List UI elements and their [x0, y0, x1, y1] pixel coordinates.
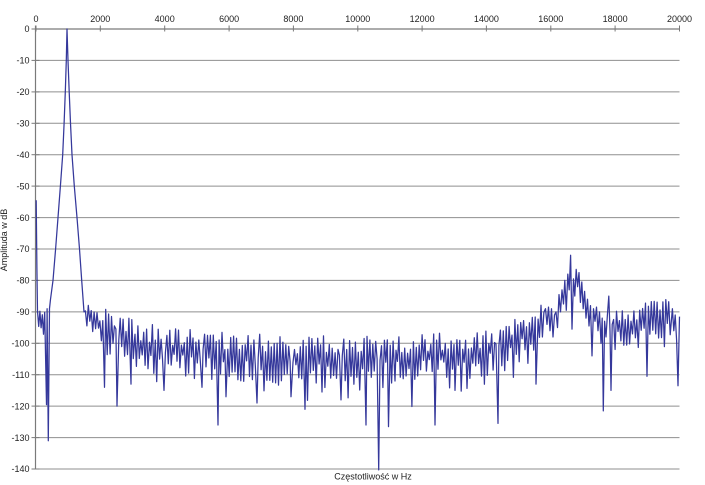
svg-text:-40: -40 [16, 150, 29, 160]
svg-text:18000: 18000 [603, 14, 628, 24]
svg-text:-80: -80 [16, 276, 29, 286]
svg-text:-120: -120 [11, 401, 29, 411]
svg-text:4000: 4000 [155, 14, 175, 24]
svg-text:-20: -20 [16, 87, 29, 97]
svg-text:-140: -140 [11, 464, 29, 474]
svg-text:0: 0 [33, 14, 38, 24]
svg-text:16000: 16000 [538, 14, 563, 24]
svg-text:-60: -60 [16, 213, 29, 223]
svg-text:8000: 8000 [283, 14, 303, 24]
svg-text:0: 0 [24, 24, 29, 34]
svg-text:-30: -30 [16, 119, 29, 129]
svg-text:-70: -70 [16, 244, 29, 254]
svg-text:12000: 12000 [410, 14, 435, 24]
svg-text:2000: 2000 [90, 14, 110, 24]
svg-text:-100: -100 [11, 339, 29, 349]
svg-text:6000: 6000 [219, 14, 239, 24]
svg-text:-110: -110 [12, 370, 29, 380]
svg-text:20000: 20000 [667, 14, 692, 24]
svg-text:-50: -50 [16, 181, 29, 191]
svg-text:10000: 10000 [345, 14, 370, 24]
svg-text:-10: -10 [16, 56, 29, 66]
svg-text:-90: -90 [16, 307, 29, 317]
svg-text:Amplituda w dB: Amplituda w dB [0, 209, 9, 272]
svg-text:-130: -130 [11, 433, 29, 443]
svg-text:Częstotliwość w Hz: Częstotliwość w Hz [334, 472, 412, 482]
svg-text:14000: 14000 [474, 14, 499, 24]
